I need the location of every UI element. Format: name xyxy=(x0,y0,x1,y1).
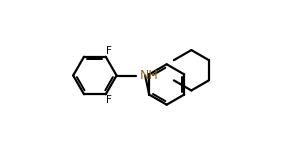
Text: F: F xyxy=(106,95,112,105)
Text: NH: NH xyxy=(140,69,158,82)
Text: F: F xyxy=(106,46,112,56)
